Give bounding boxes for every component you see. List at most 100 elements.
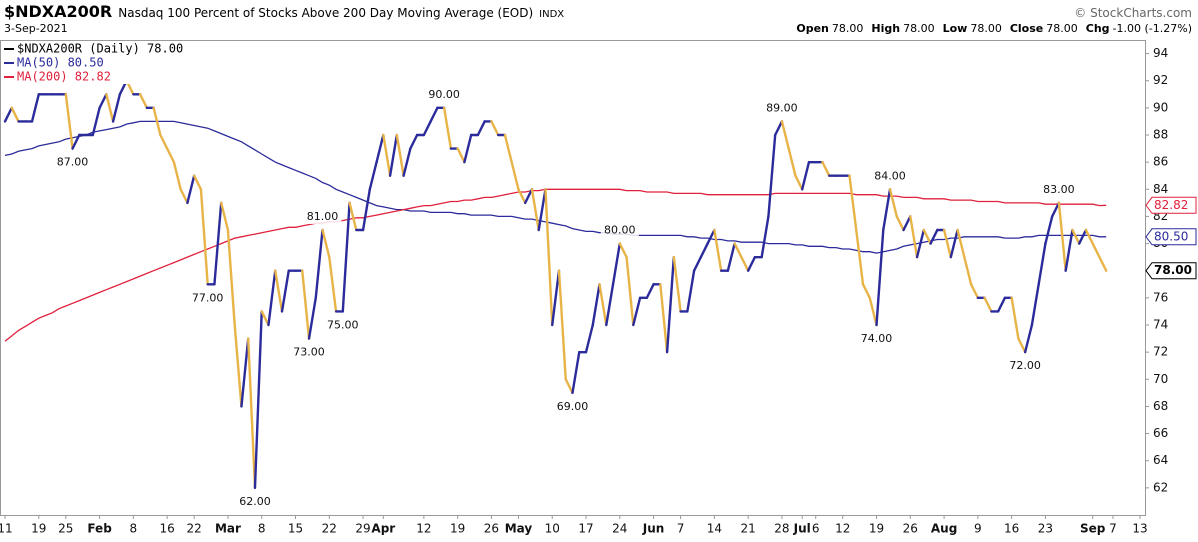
- legend-bg: [2, 56, 232, 70]
- last-value-label: 82.82: [1154, 198, 1188, 212]
- price-segment: [105, 93, 115, 123]
- price-segment: [111, 93, 122, 123]
- price-segment: [868, 296, 878, 327]
- price-segment: [537, 188, 547, 232]
- x-tick-label: 19: [869, 522, 884, 536]
- price-segment: [659, 283, 669, 354]
- price-segment: [442, 106, 453, 150]
- price-segment: [942, 228, 953, 259]
- price-segment: [382, 133, 392, 177]
- price-segment: [260, 310, 270, 327]
- x-tick-label: Mar: [215, 522, 241, 536]
- price-segment: [855, 228, 865, 286]
- x-tick-label: 21: [741, 522, 756, 536]
- price-segment: [530, 188, 540, 232]
- price-segment: [794, 174, 804, 191]
- price-segment: [895, 215, 905, 232]
- price-segment: [368, 160, 378, 191]
- price-segment: [172, 160, 182, 191]
- price-segment: [915, 228, 926, 259]
- value-label: 87.00: [57, 156, 89, 169]
- price-segment: [321, 228, 331, 259]
- price-segment: [746, 255, 757, 272]
- y-tick-label: 84: [1153, 182, 1168, 196]
- price-segment: [726, 242, 736, 272]
- value-label: 80.00: [604, 224, 636, 237]
- price-segment: [152, 106, 162, 137]
- stat-label: High: [871, 22, 901, 35]
- price-segment: [402, 147, 412, 177]
- price-segment: [1017, 337, 1027, 354]
- value-label-box: [303, 210, 342, 224]
- price-segment: [699, 242, 709, 259]
- header: $NDXA200R Nasdaq 100 Percent of Stocks A…: [0, 0, 1198, 38]
- x-tick-label: May: [505, 522, 533, 536]
- price-segment: [1044, 215, 1054, 245]
- y-tick-label: 62: [1153, 480, 1168, 494]
- price-segment: [280, 269, 290, 313]
- legend-bg: [2, 70, 232, 84]
- exchange: INDX: [539, 9, 565, 20]
- stat-value: 78.00: [903, 22, 935, 35]
- price-segment: [760, 215, 770, 259]
- price-segment: [186, 174, 196, 205]
- y-tick-label: 68: [1153, 399, 1168, 413]
- value-label: 89.00: [766, 101, 798, 114]
- legend-label: MA(50) 80.50: [17, 56, 104, 70]
- price-segment: [780, 120, 790, 150]
- price-segment: [510, 160, 520, 191]
- x-tick-label: Apr: [371, 522, 395, 536]
- y-tick-label: 94: [1153, 46, 1168, 60]
- price-segment: [611, 242, 621, 286]
- y-tick-label: 90: [1153, 100, 1168, 114]
- date: 3-Sep-2021: [4, 22, 68, 35]
- price-segment: [138, 93, 149, 110]
- price-segment: [969, 283, 980, 300]
- value-label-box: [600, 223, 639, 238]
- description: Nasdaq 100 Percent of Stocks Above 200 D…: [118, 6, 534, 20]
- price-segment: [686, 269, 696, 313]
- x-tick-label: 29: [355, 522, 370, 536]
- price-segment: [71, 133, 81, 150]
- price-segment: [909, 215, 919, 259]
- stat-label: Chg: [1085, 22, 1110, 35]
- price-segment: [30, 93, 40, 123]
- y-tick-label: 66: [1153, 426, 1168, 440]
- x-tick-label: 19: [450, 522, 465, 536]
- price-segment: [773, 120, 784, 137]
- stat-label: Close: [1009, 22, 1044, 35]
- price-segment: [706, 228, 716, 245]
- price-segment: [524, 188, 534, 205]
- value-label-box: [762, 101, 801, 116]
- price-segment: [307, 296, 317, 340]
- price-segment: [341, 201, 351, 313]
- value-label-box: [188, 291, 227, 306]
- last-value-badge: [1145, 262, 1197, 280]
- price-segment: [672, 255, 682, 313]
- x-tick-label: Sep: [1080, 522, 1106, 536]
- x-tick-label: 14: [707, 522, 722, 536]
- x-tick-label: 19: [31, 522, 46, 536]
- value-label: 81.00: [307, 210, 339, 223]
- x-tick-label: 10: [545, 522, 560, 536]
- title-row: $NDXA200R Nasdaq 100 Percent of Stocks A…: [4, 2, 1192, 21]
- price-segment: [861, 283, 871, 300]
- price-segment: [395, 133, 405, 177]
- x-tick-label: 8: [130, 522, 138, 536]
- price-segment: [409, 133, 419, 150]
- info-row: 3-Sep-2021 Open 78.00 High 78.00 Low 78.00 Clo…: [4, 22, 1192, 35]
- x-tick-label: Aug: [931, 522, 957, 536]
- price-segment: [929, 228, 939, 245]
- x-tick-label: 15: [288, 522, 303, 536]
- stats: Open 78.00 High 78.00 Low 78.00 Close 78.00 Chg -…: [788, 22, 1192, 35]
- value-label-box: [1039, 182, 1078, 197]
- price-segment: [159, 133, 169, 150]
- price-segment: [557, 269, 567, 381]
- ma-line: [4, 120, 1107, 254]
- price-segment: [213, 201, 223, 286]
- stat-label: Open: [796, 22, 829, 35]
- x-tick-label: Feb: [87, 522, 112, 536]
- x-tick-label: 16: [160, 522, 175, 536]
